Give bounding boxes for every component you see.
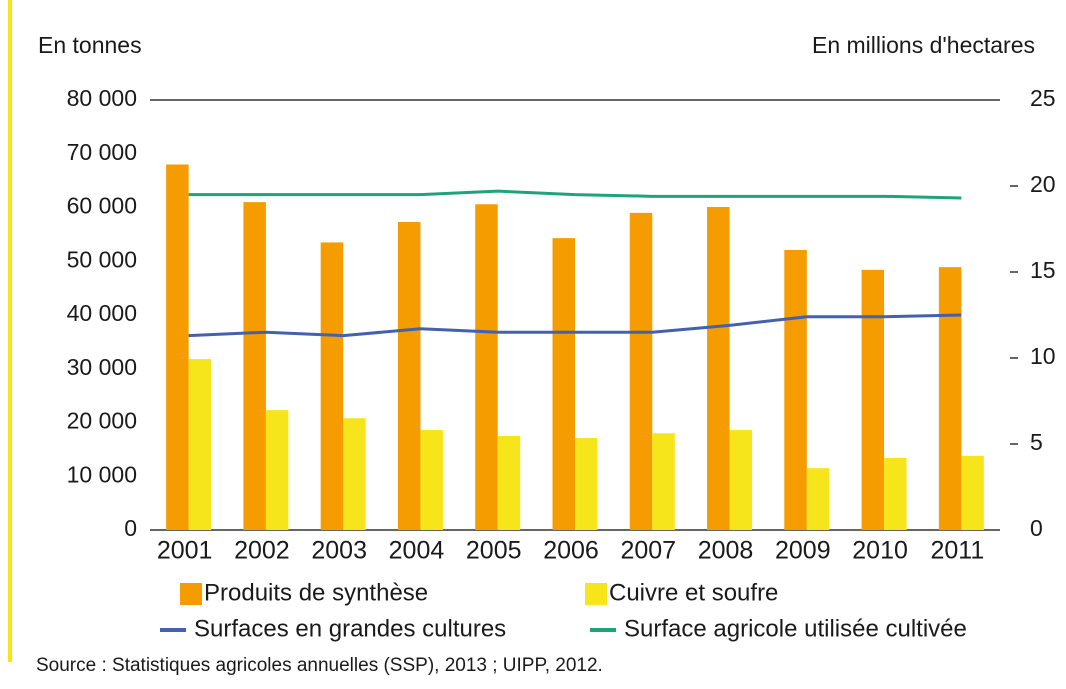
bar bbox=[166, 164, 189, 530]
y2-tick-label: 20 bbox=[1030, 171, 1056, 197]
bar bbox=[475, 204, 498, 530]
x-tick-label: 2007 bbox=[620, 537, 676, 565]
y2-tick-label: 25 bbox=[1030, 85, 1056, 111]
y-tick-label: 80 000 bbox=[67, 85, 137, 111]
legend-label: Produits de synthèse bbox=[204, 579, 428, 606]
bar bbox=[961, 455, 984, 530]
bar bbox=[806, 468, 830, 530]
y2-tick-label: 10 bbox=[1030, 343, 1056, 369]
legend-label: Cuivre et soufre bbox=[609, 579, 778, 606]
bar bbox=[784, 249, 807, 530]
bar bbox=[938, 267, 962, 530]
legend-swatch bbox=[585, 583, 607, 605]
y-tick-label: 30 000 bbox=[67, 354, 137, 380]
bar bbox=[652, 433, 675, 530]
bar bbox=[188, 359, 212, 530]
y-tick-label: 40 000 bbox=[67, 300, 137, 326]
x-tick-label: 2002 bbox=[234, 537, 290, 565]
y-axis-label: En tonnes bbox=[38, 32, 142, 58]
y-tick-label: 10 000 bbox=[67, 461, 137, 487]
legend-swatch bbox=[180, 583, 202, 605]
y-tick-label: 20 000 bbox=[67, 408, 137, 434]
y-tick-label: 0 bbox=[124, 515, 137, 541]
x-tick-label: 2010 bbox=[852, 537, 908, 565]
bar bbox=[343, 418, 366, 530]
bar bbox=[575, 438, 598, 530]
y2-tick-label: 15 bbox=[1030, 257, 1056, 283]
bar bbox=[552, 238, 575, 530]
source: Source : Statistiques agricoles annuelle… bbox=[36, 655, 603, 676]
side-stripe bbox=[8, 0, 12, 662]
x-tick-label: 2009 bbox=[775, 537, 831, 565]
line bbox=[188, 313, 962, 338]
x-tick-label: 2003 bbox=[311, 537, 367, 565]
line bbox=[188, 189, 962, 200]
x-tick-label: 2008 bbox=[698, 537, 754, 565]
y2-tick-label: 5 bbox=[1030, 429, 1043, 455]
bar bbox=[884, 457, 907, 530]
bar bbox=[497, 435, 521, 530]
bar bbox=[397, 222, 421, 530]
x-tick-label: 2006 bbox=[543, 537, 599, 565]
legend-label: Surface agricole utilisée cultivée bbox=[624, 615, 967, 642]
bar bbox=[265, 410, 289, 530]
x-tick-label: 2011 bbox=[930, 537, 984, 565]
bar bbox=[729, 430, 753, 530]
bar bbox=[320, 242, 344, 530]
x-tick-label: 2004 bbox=[389, 537, 445, 565]
x-tick-label: 2001 bbox=[157, 537, 213, 565]
x-tick-label: 2005 bbox=[466, 537, 522, 565]
bar bbox=[629, 212, 653, 530]
y-tick-label: 60 000 bbox=[67, 193, 137, 219]
y-tick-label: 50 000 bbox=[67, 246, 137, 272]
y2-axis-label: En millions d'hectares bbox=[812, 32, 1035, 58]
bar bbox=[707, 206, 730, 530]
y-tick-label: 70 000 bbox=[67, 139, 137, 165]
y2-tick-label: 0 bbox=[1030, 515, 1043, 541]
bar bbox=[243, 202, 266, 530]
bar bbox=[420, 430, 443, 530]
bar bbox=[861, 269, 885, 530]
legend-label: Surfaces en grandes cultures bbox=[194, 615, 506, 642]
